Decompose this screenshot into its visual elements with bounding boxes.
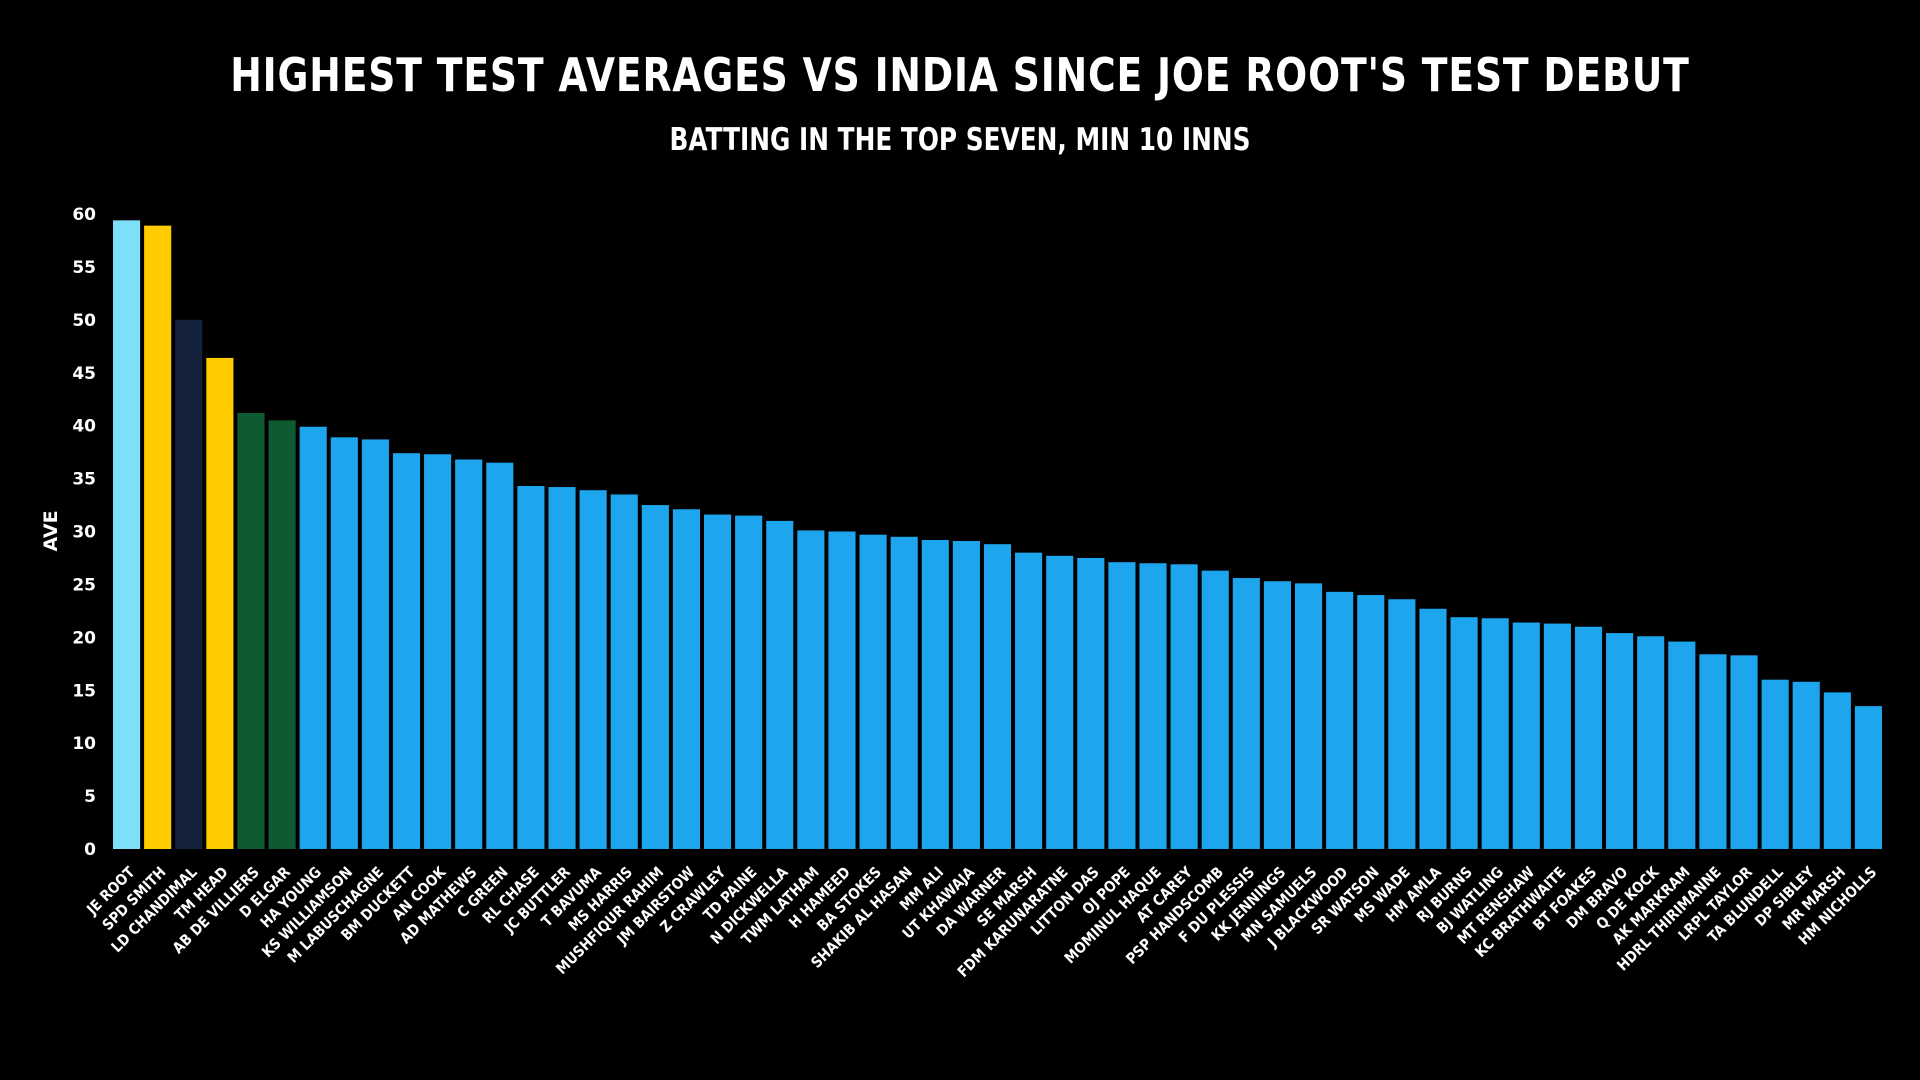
chart-subtitle: BATTING IN THE TOP SEVEN, MIN 10 INNS	[669, 122, 1251, 158]
bar	[1606, 633, 1634, 849]
y-tick-label: 55	[72, 258, 96, 278]
bar	[1730, 655, 1758, 849]
bar	[1108, 562, 1136, 849]
y-tick-label: 60	[72, 205, 96, 225]
bar	[1450, 617, 1478, 849]
bar	[1699, 654, 1727, 849]
bar	[704, 514, 732, 849]
bar	[1295, 583, 1323, 849]
bar	[859, 534, 887, 849]
bar	[1357, 595, 1385, 849]
bar	[517, 485, 545, 849]
bar	[548, 487, 576, 849]
bar	[766, 520, 794, 849]
bar	[1854, 706, 1882, 850]
bar	[330, 437, 358, 849]
bar	[206, 357, 234, 849]
y-tick-label: 20	[72, 628, 96, 648]
bar	[268, 420, 296, 850]
bar	[579, 490, 607, 849]
bar	[1637, 636, 1665, 849]
bar	[1574, 626, 1603, 849]
y-tick-label: 25	[72, 575, 96, 595]
bar	[921, 539, 949, 849]
bar	[1046, 555, 1074, 849]
y-tick-label: 0	[84, 840, 96, 860]
y-tick-label: 10	[72, 734, 96, 754]
bar	[1512, 622, 1540, 849]
y-tick-label: 40	[72, 417, 96, 437]
y-tick-label: 45	[72, 364, 96, 384]
bar	[1388, 599, 1416, 849]
bar	[486, 462, 514, 849]
y-tick-label: 15	[72, 681, 96, 701]
bar	[610, 494, 638, 849]
bar	[1201, 570, 1229, 849]
y-tick-label: 35	[72, 470, 96, 490]
bars-group	[113, 220, 1882, 850]
y-tick-label: 5	[84, 787, 96, 807]
bar	[952, 541, 980, 849]
bar	[1419, 608, 1447, 849]
bar	[1326, 591, 1354, 849]
bar	[797, 530, 825, 849]
bar	[1139, 563, 1167, 849]
bar	[299, 426, 327, 849]
bar	[1481, 618, 1509, 849]
bar	[641, 505, 669, 849]
bar	[983, 544, 1012, 849]
bar	[1232, 578, 1260, 849]
bar	[1543, 623, 1571, 849]
bar	[455, 459, 483, 849]
bar	[113, 220, 141, 850]
y-axis: 0 5 10 15 20 25 30 35 40 45 50 55 60	[72, 205, 96, 860]
bar	[1077, 557, 1105, 849]
bar	[175, 319, 203, 850]
bar	[361, 439, 389, 849]
bar	[1263, 581, 1291, 849]
bar	[1792, 681, 1820, 849]
y-tick-label: 30	[72, 523, 96, 543]
bar	[1668, 641, 1696, 849]
bar	[237, 412, 265, 849]
bar	[735, 515, 763, 850]
chart-title: HIGHEST TEST AVERAGES VS INDIA SINCE JOE…	[230, 48, 1690, 102]
bar	[1170, 564, 1198, 849]
bar	[1823, 692, 1851, 849]
bar	[424, 454, 452, 849]
y-tick-label: 50	[72, 311, 96, 331]
bar	[672, 509, 700, 849]
y-axis-label: AVE	[40, 510, 62, 551]
bar	[1015, 552, 1043, 849]
bar	[144, 225, 172, 849]
bar	[890, 536, 918, 849]
bar	[828, 531, 856, 849]
bar	[392, 453, 421, 849]
bar	[1761, 679, 1789, 849]
